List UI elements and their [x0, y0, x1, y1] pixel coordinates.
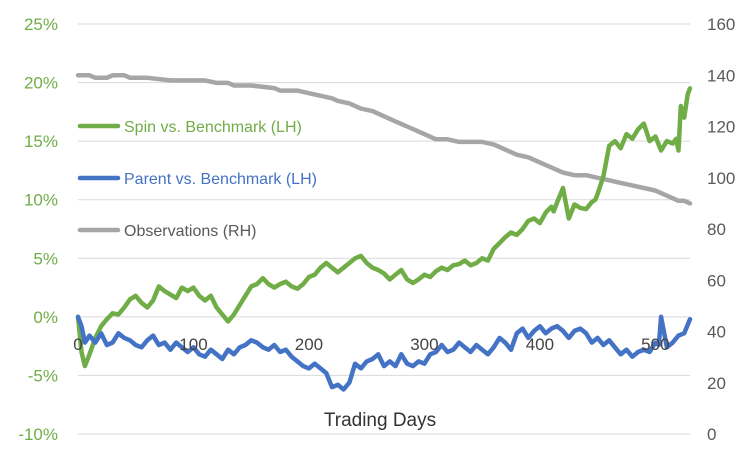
- x-tick-label: 500: [641, 335, 669, 354]
- y-right-tick-label: 160: [707, 15, 735, 34]
- y-right-tick-label: 20: [707, 374, 726, 393]
- legend-item-parent: Parent vs. Benchmark (LH): [77, 171, 317, 188]
- y-right-tick-label: 60: [707, 271, 726, 290]
- y-right-tick-label: 120: [707, 118, 735, 137]
- y-left-tick-label: 15%: [24, 132, 58, 151]
- observations-series-line: [75, 73, 693, 206]
- x-tick-label: 100: [179, 335, 207, 354]
- y-left-tick-label: 10%: [24, 191, 58, 210]
- y-right-tick-label: 40: [707, 323, 726, 342]
- left-axis-tick-labels: 25% 20% 15% 10% 5% 0% -5% -10%: [18, 15, 58, 444]
- y-right-tick-label: 0: [707, 425, 716, 444]
- legend-item-observations: Observations (RH): [77, 223, 256, 240]
- legend: Spin vs. Benchmark (LH) Parent vs. Benchm…: [77, 119, 317, 240]
- x-axis-tick-labels: 0 100 200 300 400 500: [73, 335, 669, 354]
- y-right-tick-label: 100: [707, 169, 735, 188]
- y-left-tick-label: 20%: [24, 74, 58, 93]
- y-left-tick-label: 5%: [33, 249, 58, 268]
- y-left-tick-label: 0%: [33, 308, 58, 327]
- legend-label: Spin vs. Benchmark (LH): [124, 119, 302, 136]
- spin-series-line: [75, 86, 693, 369]
- y-left-tick-label: 25%: [24, 15, 58, 34]
- x-axis-title: Trading Days: [324, 410, 436, 431]
- y-left-tick-label: -5%: [28, 366, 58, 385]
- x-tick-label: 400: [526, 335, 554, 354]
- y-right-tick-label: 140: [707, 66, 735, 85]
- legend-item-spin: Spin vs. Benchmark (LH): [77, 119, 302, 136]
- parent-series-line: [75, 314, 693, 392]
- legend-label: Parent vs. Benchmark (LH): [124, 171, 317, 188]
- y-right-tick-label: 80: [707, 220, 726, 239]
- legend-label: Observations (RH): [124, 223, 256, 240]
- series-lines: [75, 73, 693, 392]
- x-tick-label: 0: [73, 335, 82, 354]
- x-tick-label: 300: [410, 335, 438, 354]
- x-tick-label: 200: [295, 335, 323, 354]
- right-axis-tick-labels: 160 140 120 100 80 60 40 20 0: [707, 15, 735, 444]
- y-left-tick-label: -10%: [18, 425, 58, 444]
